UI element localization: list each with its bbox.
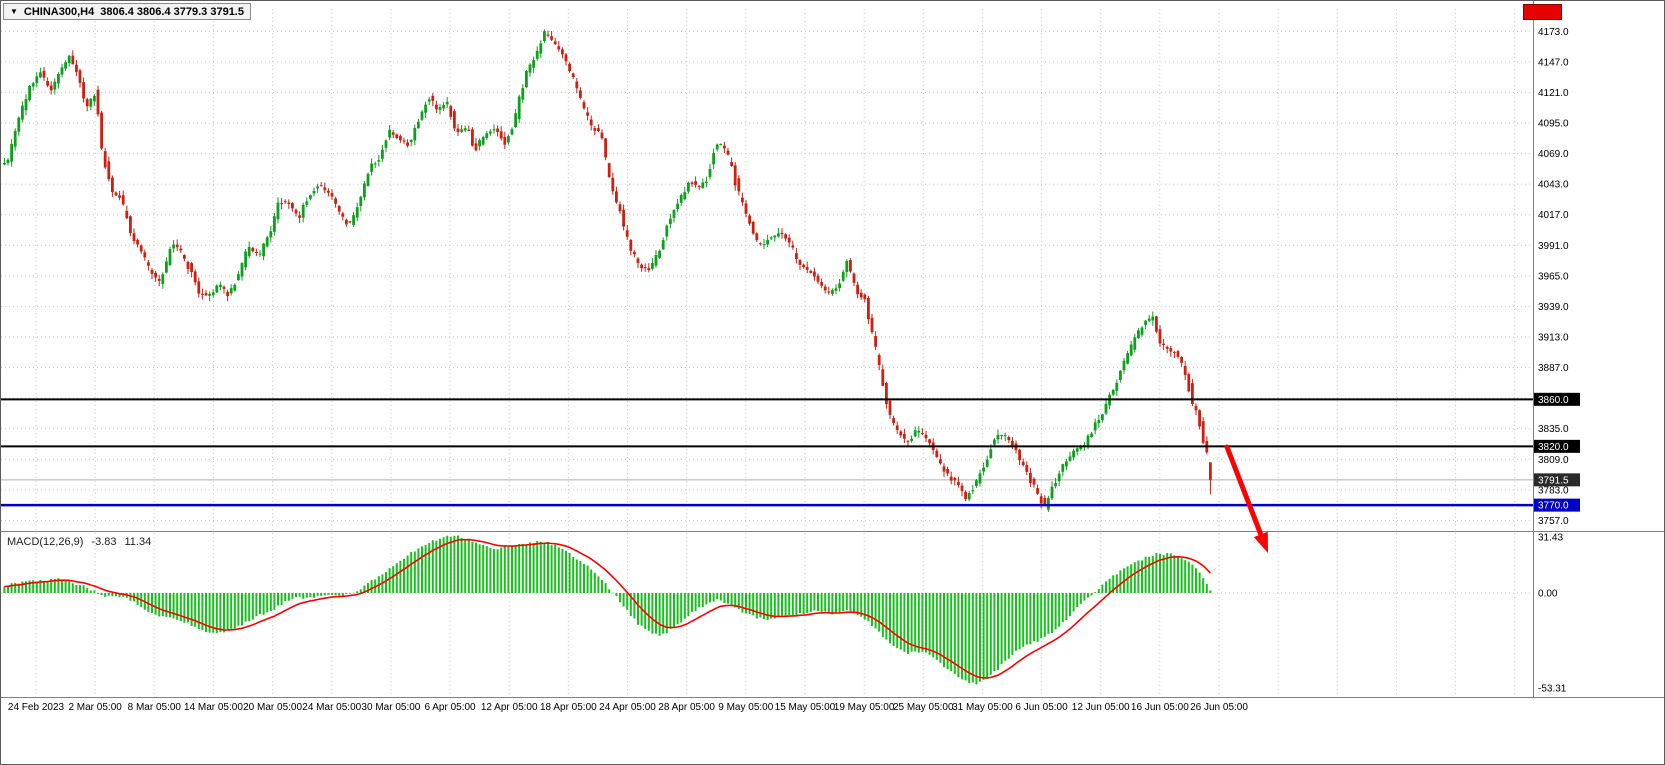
price-tick-label: 3887.0 [1538, 363, 1569, 374]
price-badge-label: 3770.0 [1538, 501, 1569, 512]
time-axis-label: 26 Jun 05:00 [1190, 702, 1248, 713]
price-tick-label: 3965.0 [1538, 271, 1569, 282]
price-badge-label: 3820.0 [1538, 442, 1569, 453]
symbol-dropdown-icon[interactable]: ▼ [10, 6, 18, 16]
price-tick-label: 3991.0 [1538, 241, 1569, 252]
top-right-marker[interactable] [1523, 4, 1562, 20]
macd-main-value: -3.83 [91, 536, 117, 548]
price-level-badge [1534, 392, 1580, 406]
price-badge-label: 3791.5 [1538, 475, 1569, 486]
time-axis-label: 8 Mar 05:00 [128, 702, 182, 713]
price-tick-label: 3913.0 [1538, 333, 1569, 344]
symbol-header: ▼ CHINA300,H4 3806.4 3806.4 3779.3 3791.… [3, 3, 251, 20]
time-axis[interactable]: 24 Feb 2023 2 Mar 05:00 8 Mar 05:00 14 Mar … [8, 702, 1248, 713]
price-tick-label: 4121.0 [1538, 88, 1569, 99]
time-axis-label: 16 Jun 05:00 [1131, 702, 1189, 713]
price-level-badge [1534, 498, 1580, 512]
time-axis-label: 14 Mar 05:00 [184, 702, 243, 713]
time-axis-label: 6 Apr 05:00 [424, 702, 476, 713]
price-tick-label: 3835.0 [1538, 424, 1569, 435]
macd-indicator-caption: MACD(12,26,9) -3.83 11.34 [7, 536, 151, 548]
chart-ohlc-values: 3806.4 3806.4 3779.3 3791.5 [100, 5, 244, 18]
grid-layer [1, 9, 1533, 696]
macd-scale-label: -53.31 [1538, 683, 1567, 694]
time-axis-label: 6 Jun 05:00 [1015, 702, 1068, 713]
price-badge-label: 3860.0 [1538, 395, 1569, 406]
price-tick-label: 4043.0 [1538, 180, 1569, 191]
time-axis-label: 20 Mar 05:00 [243, 702, 302, 713]
time-axis-label: 30 Mar 05:00 [361, 702, 420, 713]
time-axis-label: 9 May 05:00 [718, 702, 773, 713]
macd-scale-label: 31.43 [1538, 533, 1563, 544]
time-axis-label: 24 Mar 05:00 [302, 702, 361, 713]
time-axis-label: 24 Apr 05:00 [599, 702, 656, 713]
time-axis-label: 12 Jun 05:00 [1072, 702, 1130, 713]
time-axis-label: 28 Apr 05:00 [658, 702, 715, 713]
time-axis-label: 15 May 05:00 [775, 702, 836, 713]
time-axis-label: 24 Feb 2023 [8, 702, 65, 713]
time-axis-label: 19 May 05:00 [834, 702, 895, 713]
price-tick-label: 3809.0 [1538, 455, 1569, 466]
time-axis-label: 25 May 05:00 [893, 702, 954, 713]
price-tick-label: 3757.0 [1538, 516, 1569, 527]
current-price-badge [1534, 473, 1580, 487]
price-tick-label: 4147.0 [1538, 57, 1569, 68]
chart-symbol-label: CHINA300,H4 [23, 5, 95, 18]
price-tick-label: 3939.0 [1538, 302, 1569, 313]
price-axis[interactable]: 4173.0 4147.0 4121.0 4095.0 4069.0 4043.0 4017… [1538, 27, 1569, 527]
time-axis-label: 12 Apr 05:00 [481, 702, 538, 713]
candlestick-series [3, 29, 1212, 512]
time-axis-label: 31 May 05:00 [952, 702, 1013, 713]
price-tick-label: 4017.0 [1538, 210, 1569, 221]
macd-histogram [3, 535, 1212, 685]
macd-signal-line [4, 538, 1211, 679]
price-tick-label: 3783.0 [1538, 485, 1569, 496]
time-axis-label: 2 Mar 05:00 [68, 702, 122, 713]
trend-arrow-annotation[interactable] [1224, 444, 1268, 553]
macd-name: MACD(12,26,9) [7, 536, 84, 548]
price-level-badge [1534, 439, 1580, 453]
macd-scale-label: 0.00 [1538, 588, 1558, 599]
time-axis-label: 18 Apr 05:00 [540, 702, 597, 713]
price-tick-label: 4095.0 [1538, 119, 1569, 130]
price-tick-label: 4173.0 [1538, 27, 1569, 38]
price-tick-label: 4069.0 [1538, 149, 1569, 160]
macd-signal-value: 11.34 [124, 536, 152, 548]
